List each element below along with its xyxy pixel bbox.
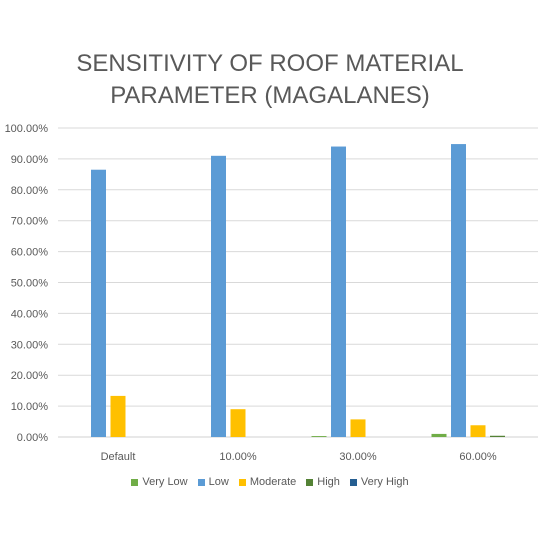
legend-swatch	[306, 478, 314, 486]
x-tick-label: 10.00%	[219, 451, 257, 463]
y-tick-label: 60.00%	[11, 247, 49, 259]
legend-item: Very High	[349, 476, 409, 488]
x-tick-label: Default	[101, 451, 136, 463]
bar-very-low	[311, 436, 327, 437]
legend-swatch	[197, 478, 205, 486]
x-tick-label: 30.00%	[339, 451, 377, 463]
y-tick-label: 20.00%	[11, 370, 49, 382]
bar-moderate	[230, 409, 246, 437]
bar-high	[490, 435, 505, 437]
legend-item: Very Low	[131, 476, 188, 488]
bar-moderate	[350, 419, 366, 437]
y-tick-label: 50.00%	[11, 278, 49, 290]
bar-low	[331, 146, 346, 438]
bar-low	[211, 155, 226, 437]
legend-item: Low	[197, 476, 229, 488]
legend-label: Very High	[360, 476, 409, 488]
y-tick-label: 100.00%	[5, 123, 49, 135]
legend-item: Moderate	[238, 476, 297, 488]
x-tick-label: 60.00%	[459, 451, 497, 463]
bars	[91, 144, 505, 438]
legend: Very Low Low Moderate High Very High	[0, 476, 540, 488]
y-tick-label: 0.00%	[17, 432, 48, 444]
y-tick-label: 90.00%	[11, 154, 49, 166]
y-tick-label: 10.00%	[11, 401, 49, 413]
y-tick-label: 40.00%	[11, 308, 49, 320]
chart-title-line-1: SENSITIVITY OF ROOF MATERIAL	[76, 50, 464, 77]
y-tick-label: 70.00%	[11, 216, 49, 228]
x-axis-ticks: Default 10.00% 30.00% 60.00%	[101, 451, 497, 463]
y-tick-label: 30.00%	[11, 339, 49, 351]
legend-label: Very Low	[142, 476, 188, 488]
bar-low	[91, 169, 106, 437]
bar-low	[451, 144, 466, 437]
legend-swatch	[238, 478, 246, 486]
legend-label: Low	[208, 476, 229, 488]
legend-swatch	[131, 478, 139, 486]
y-tick-label: 80.00%	[11, 185, 49, 197]
legend-label: Moderate	[249, 476, 297, 488]
y-axis-ticks: 0.00% 10.00% 20.00% 30.00% 40.00% 50.00% 60.00…	[5, 123, 49, 444]
legend-swatch	[349, 478, 357, 486]
bar-moderate	[470, 425, 486, 437]
legend-item: High	[306, 476, 340, 488]
chart-title: SENSITIVITY OF ROOF MATERIAL PARAMETER (…	[0, 48, 540, 112]
chart-title-line-2: PARAMETER (MAGALANES)	[110, 82, 430, 109]
bar-very-low	[431, 433, 447, 437]
bar-moderate	[110, 395, 126, 437]
legend-label: High	[317, 476, 340, 488]
